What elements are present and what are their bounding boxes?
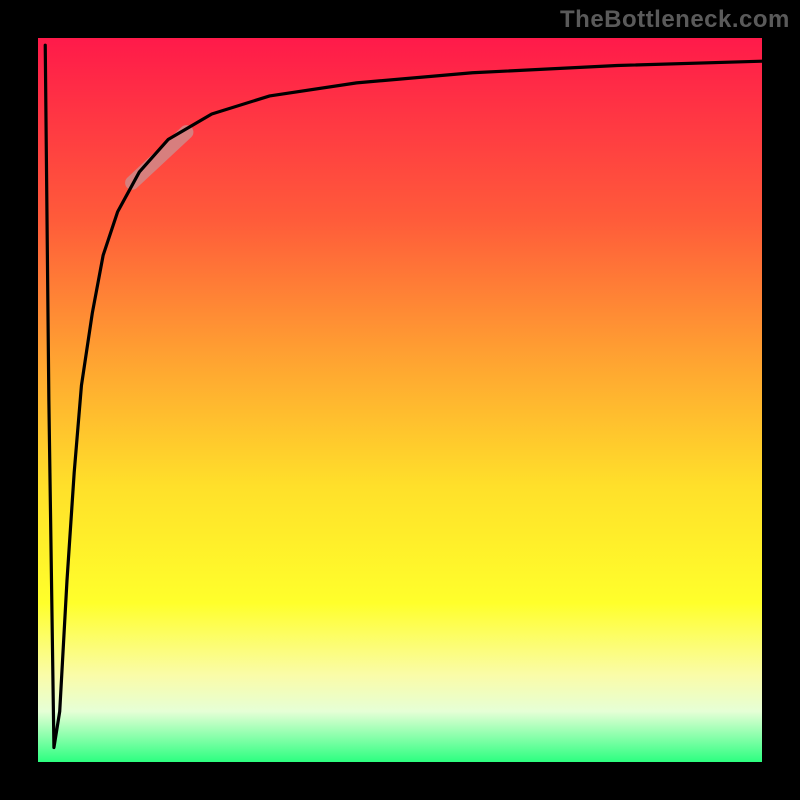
watermark-text: TheBottleneck.com: [560, 6, 790, 34]
chart-frame: [0, 0, 800, 800]
gradient-background: [38, 38, 762, 762]
chart-svg: [0, 0, 800, 800]
